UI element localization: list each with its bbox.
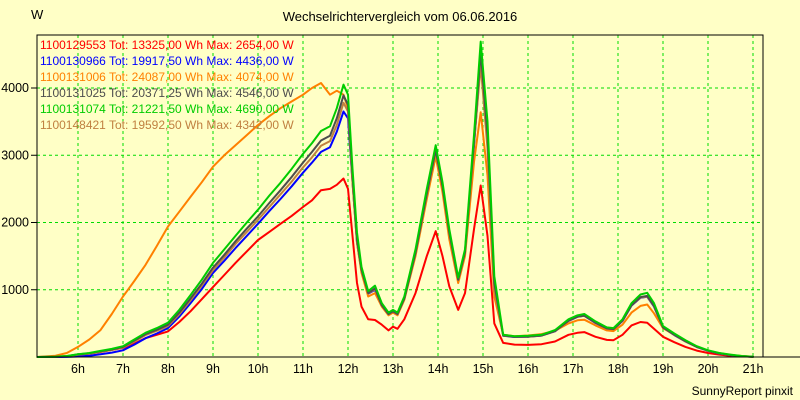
x-axis-tick-label: 11h: [293, 362, 313, 376]
series-line-1100131074: [36, 40, 754, 358]
x-axis-tick-label: 19h: [653, 362, 674, 376]
x-axis-tick-label: 7h: [116, 362, 130, 376]
legend-item: 1100130966 Tot: 19917,50 Wh Max: 4436,00…: [40, 54, 294, 68]
y-axis-tick-label: 2000: [1, 216, 29, 230]
series-line-1100129553: [36, 177, 754, 358]
chart-title: Wechselrichtervergleich vom 06.06.2016: [282, 9, 518, 24]
x-axis-tick-label: 21h: [743, 362, 764, 376]
x-axis-tick-label: 18h: [608, 362, 629, 376]
legend: 1100129553 Tot: 13325,00 Wh Max: 2654,00…: [40, 37, 294, 133]
y-axis-tick-label: 4000: [1, 81, 29, 95]
x-axis-tick-label: 12h: [338, 362, 359, 376]
x-axis-tick-label: 16h: [518, 362, 539, 376]
y-axis-tick-label: 1000: [1, 283, 29, 297]
x-axis-tick-label: 14h: [428, 362, 449, 376]
legend-item: 1100131006 Tot: 24087,00 Wh Max: 4074,00…: [40, 70, 294, 84]
legend-item: 1100148421 Tot: 19592,50 Wh Max: 4342,00…: [40, 118, 294, 132]
footer-credit: SunnyReport pinxit: [691, 384, 793, 398]
x-axis-tick-label: 17h: [563, 362, 584, 376]
legend-item: 1100131025 Tot: 20371,25 Wh Max: 4546,00…: [40, 86, 294, 100]
x-axis-tick-label: 8h: [161, 362, 175, 376]
x-axis-tick-label: 13h: [383, 362, 404, 376]
y-axis-unit-label: W: [31, 7, 44, 22]
x-axis-tick-label: 6h: [71, 362, 85, 376]
x-axis-tick-label: 10h: [248, 362, 269, 376]
legend-item: 1100131074 Tot: 21221,50 Wh Max: 4690,00…: [40, 102, 294, 116]
x-axis-tick-label: 9h: [206, 362, 220, 376]
x-axis-tick-label: 20h: [698, 362, 719, 376]
x-axis-tick-label: 15h: [473, 362, 494, 376]
y-axis-tick-label: 3000: [1, 148, 29, 162]
legend-item: 1100129553 Tot: 13325,00 Wh Max: 2654,00…: [40, 38, 294, 52]
